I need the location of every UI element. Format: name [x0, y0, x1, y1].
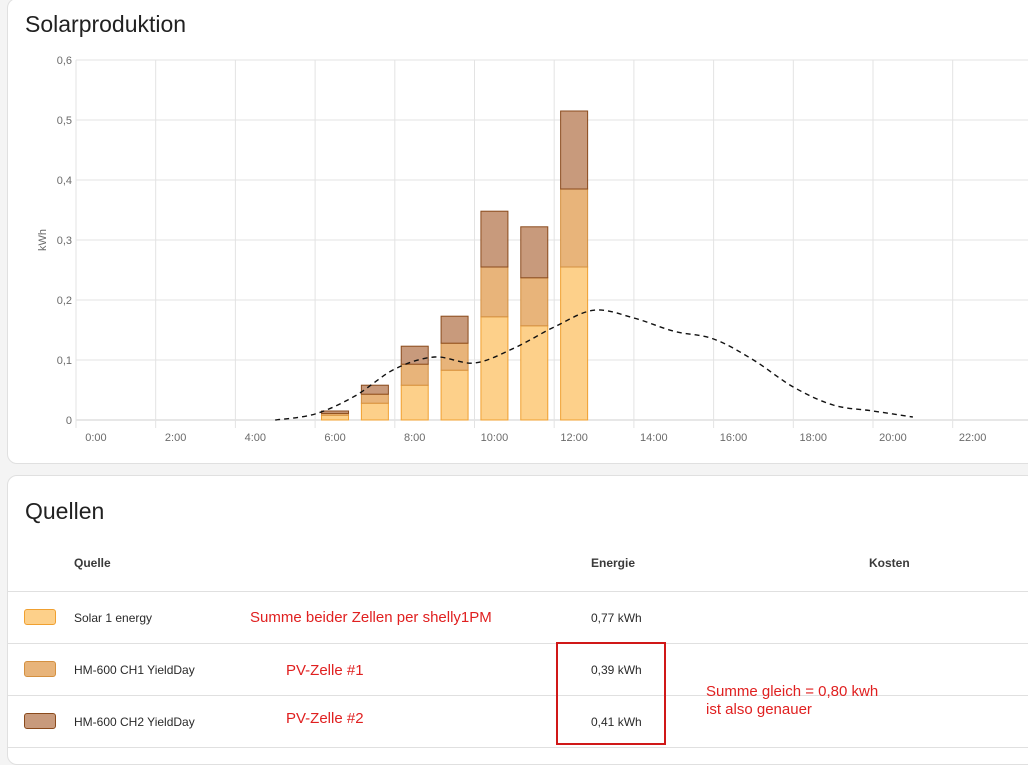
bar-segment	[520, 226, 549, 279]
header-source[interactable]: Quelle	[74, 556, 111, 570]
source-energy: 0,41 kWh	[591, 715, 642, 729]
bar-segment	[440, 315, 469, 344]
header-energy[interactable]: Energie	[591, 556, 636, 570]
y-tick-label: 0	[66, 415, 72, 427]
bar-segment	[560, 188, 589, 268]
annotation-row1: Summe beider Zellen per shelly1PM	[250, 609, 492, 626]
header-cost[interactable]: Kosten	[869, 556, 910, 570]
x-tick-label: 14:00	[640, 432, 668, 444]
bar-segment	[440, 342, 469, 371]
sources-card: Quellen Quelle Energie Kosten Solar 1 en…	[7, 475, 1028, 765]
forecast-line	[275, 309, 913, 421]
bar-segment	[360, 393, 389, 404]
bar-segment	[480, 210, 509, 268]
y-axis-label: kWh	[37, 229, 49, 251]
y-tick-label: 0,2	[57, 295, 72, 307]
source-color-swatch	[24, 713, 56, 729]
x-tick-label: 8:00	[404, 432, 425, 444]
bar-segment	[560, 266, 589, 421]
chart-card-title: Solarproduktion	[25, 11, 187, 37]
x-tick-label: 10:00	[481, 432, 509, 444]
bar-segment	[400, 384, 429, 421]
row-divider	[8, 643, 1028, 644]
bar-segment	[480, 266, 509, 318]
source-energy: 0,77 kWh	[591, 611, 642, 625]
row-divider	[8, 695, 1028, 696]
annotation-row2: PV-Zelle #1	[286, 662, 364, 679]
source-energy: 0,39 kWh	[591, 663, 642, 677]
solar-production-card: Solarproduktion 0 0,1 0,2 0,3 0,4 0,5 0,6 0:00 2…	[7, 0, 1028, 464]
y-tick-label: 0,1	[57, 355, 72, 367]
annotation-sum-line1: Summe gleich = 0,80 kwh	[706, 683, 879, 700]
y-tick-label: 0,5	[57, 115, 72, 127]
annotation-sum: Summe gleich = 0,80 kwh ist also genauer	[706, 683, 878, 719]
x-tick-label: 18:00	[799, 432, 827, 444]
bar-segment	[321, 414, 350, 421]
bar-segment	[400, 345, 429, 365]
source-color-swatch	[24, 661, 56, 677]
x-tick-label: 6:00	[324, 432, 345, 444]
bar-segment	[480, 316, 509, 421]
sources-card-title: Quellen	[25, 498, 105, 524]
source-name: HM-600 CH2 YieldDay	[74, 715, 195, 729]
y-tick-label: 0,3	[57, 235, 72, 247]
header-divider	[8, 591, 1028, 592]
bar-segment	[400, 363, 429, 386]
bar-segment	[560, 110, 589, 190]
x-tick-label: 12:00	[560, 432, 588, 444]
solar-production-chart: 0 0,1 0,2 0,3 0,4 0,5 0,6 0:00 2:00 4:00 6:00 8:00 1…	[37, 55, 1028, 444]
highlight-box	[556, 642, 666, 745]
source-name: HM-600 CH1 YieldDay	[74, 663, 195, 677]
bar-segment	[440, 369, 469, 421]
x-tick-label: 0:00	[85, 432, 106, 444]
source-name: Solar 1 energy	[74, 611, 153, 625]
x-tick-label: 4:00	[245, 432, 266, 444]
annotation-sum-line2: ist also genauer	[706, 701, 812, 718]
x-tick-label: 2:00	[165, 432, 186, 444]
bar-segment	[520, 277, 549, 327]
annotation-row3: PV-Zelle #2	[286, 710, 364, 727]
bar-segment	[321, 410, 350, 414]
row-divider	[8, 747, 1028, 748]
bar-segment	[520, 325, 549, 421]
x-tick-label: 16:00	[720, 432, 748, 444]
y-tick-label: 0,6	[57, 55, 72, 67]
y-tick-label: 0,4	[57, 175, 72, 187]
x-tick-label: 22:00	[959, 432, 987, 444]
bar-segment	[360, 402, 389, 421]
bar-segment	[360, 384, 389, 395]
x-tick-label: 20:00	[879, 432, 907, 444]
source-color-swatch	[24, 609, 56, 625]
